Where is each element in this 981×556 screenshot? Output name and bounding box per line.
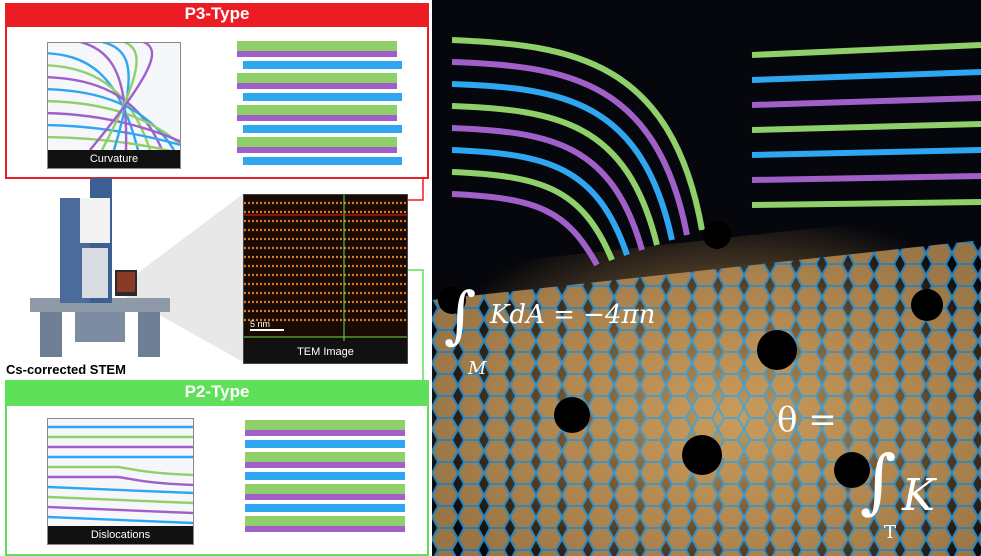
stem-microscope-image bbox=[30, 178, 170, 357]
equation-1-subscript: M bbox=[468, 358, 487, 379]
p2-type-header: P2-Type bbox=[5, 380, 429, 404]
gauss-bonnet-equation: KdA = −4πn bbox=[490, 300, 656, 330]
tem-scale-bar-label: 5 nm bbox=[250, 319, 271, 329]
theta-equation: θ = bbox=[777, 400, 837, 440]
integral-sign-2: ∫ bbox=[860, 440, 897, 522]
curved-lattice-render bbox=[432, 0, 981, 556]
p2-type-box: Dislocations bbox=[5, 404, 429, 556]
right-panel-render: ∫ M KdA = −4πn θ = ∫ T K bbox=[432, 0, 981, 556]
dislocations-lattice-image bbox=[47, 419, 194, 526]
left-panel: P3-Type bbox=[0, 0, 432, 556]
tem-image-label: TEM Image bbox=[244, 341, 407, 363]
dislocations-label: Dislocations bbox=[48, 526, 193, 544]
p3-type-header: P3-Type bbox=[5, 3, 429, 25]
connector-lines bbox=[115, 177, 424, 380]
tem-image-panel: 5 nm TEM Image bbox=[243, 194, 408, 364]
p2-layer-stack-image bbox=[245, 420, 405, 532]
integral-sign-1: ∫ bbox=[444, 278, 477, 351]
tem-lattice-image bbox=[244, 195, 407, 341]
theta-equation-rhs: K bbox=[902, 470, 935, 521]
dislocations-tile: Dislocations bbox=[47, 418, 194, 545]
curvature-label: Curvature bbox=[48, 150, 180, 168]
equation-2-subscript: T bbox=[884, 522, 897, 543]
p3-type-box: Curvature bbox=[5, 25, 429, 179]
p3-layer-stack-image bbox=[237, 41, 402, 165]
stem-caption: Cs-corrected STEM bbox=[6, 362, 126, 377]
